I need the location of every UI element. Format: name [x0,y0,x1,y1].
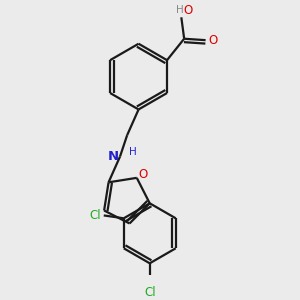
Text: O: O [138,169,147,182]
Text: O: O [208,34,218,47]
Text: H: H [129,147,136,157]
Text: N: N [107,150,118,163]
Text: Cl: Cl [90,209,101,222]
Text: H: H [176,5,184,15]
Text: O: O [184,4,193,17]
Text: Cl: Cl [144,286,155,298]
